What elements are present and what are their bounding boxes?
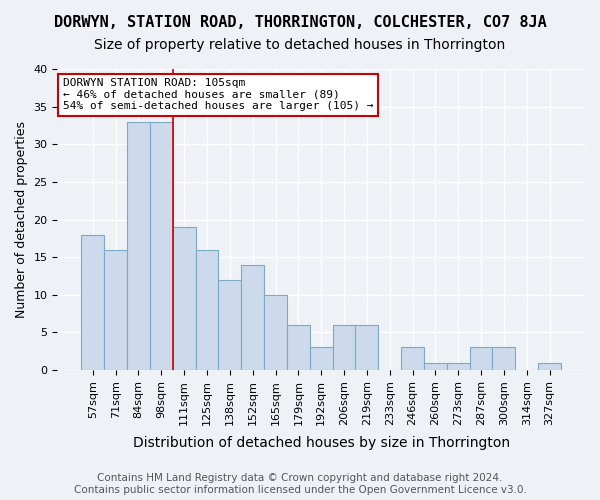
Bar: [493, 348, 515, 370]
Text: Size of property relative to detached houses in Thorrington: Size of property relative to detached ho…: [94, 38, 506, 52]
Bar: [538, 362, 561, 370]
Bar: [424, 362, 447, 370]
Bar: [264, 295, 287, 370]
Bar: [287, 325, 310, 370]
Text: DORWYN, STATION ROAD, THORRINGTON, COLCHESTER, CO7 8JA: DORWYN, STATION ROAD, THORRINGTON, COLCH…: [53, 15, 547, 30]
Bar: [355, 325, 379, 370]
Bar: [196, 250, 218, 370]
Bar: [173, 227, 196, 370]
Bar: [127, 122, 150, 370]
Bar: [401, 348, 424, 370]
Text: Contains HM Land Registry data © Crown copyright and database right 2024.
Contai: Contains HM Land Registry data © Crown c…: [74, 474, 526, 495]
Y-axis label: Number of detached properties: Number of detached properties: [15, 121, 28, 318]
Bar: [447, 362, 470, 370]
Bar: [104, 250, 127, 370]
Bar: [82, 234, 104, 370]
Bar: [218, 280, 241, 370]
Bar: [150, 122, 173, 370]
Bar: [310, 348, 332, 370]
Bar: [332, 325, 355, 370]
Bar: [241, 264, 264, 370]
X-axis label: Distribution of detached houses by size in Thorrington: Distribution of detached houses by size …: [133, 436, 510, 450]
Bar: [470, 348, 493, 370]
Text: DORWYN STATION ROAD: 105sqm
← 46% of detached houses are smaller (89)
54% of sem: DORWYN STATION ROAD: 105sqm ← 46% of det…: [62, 78, 373, 111]
